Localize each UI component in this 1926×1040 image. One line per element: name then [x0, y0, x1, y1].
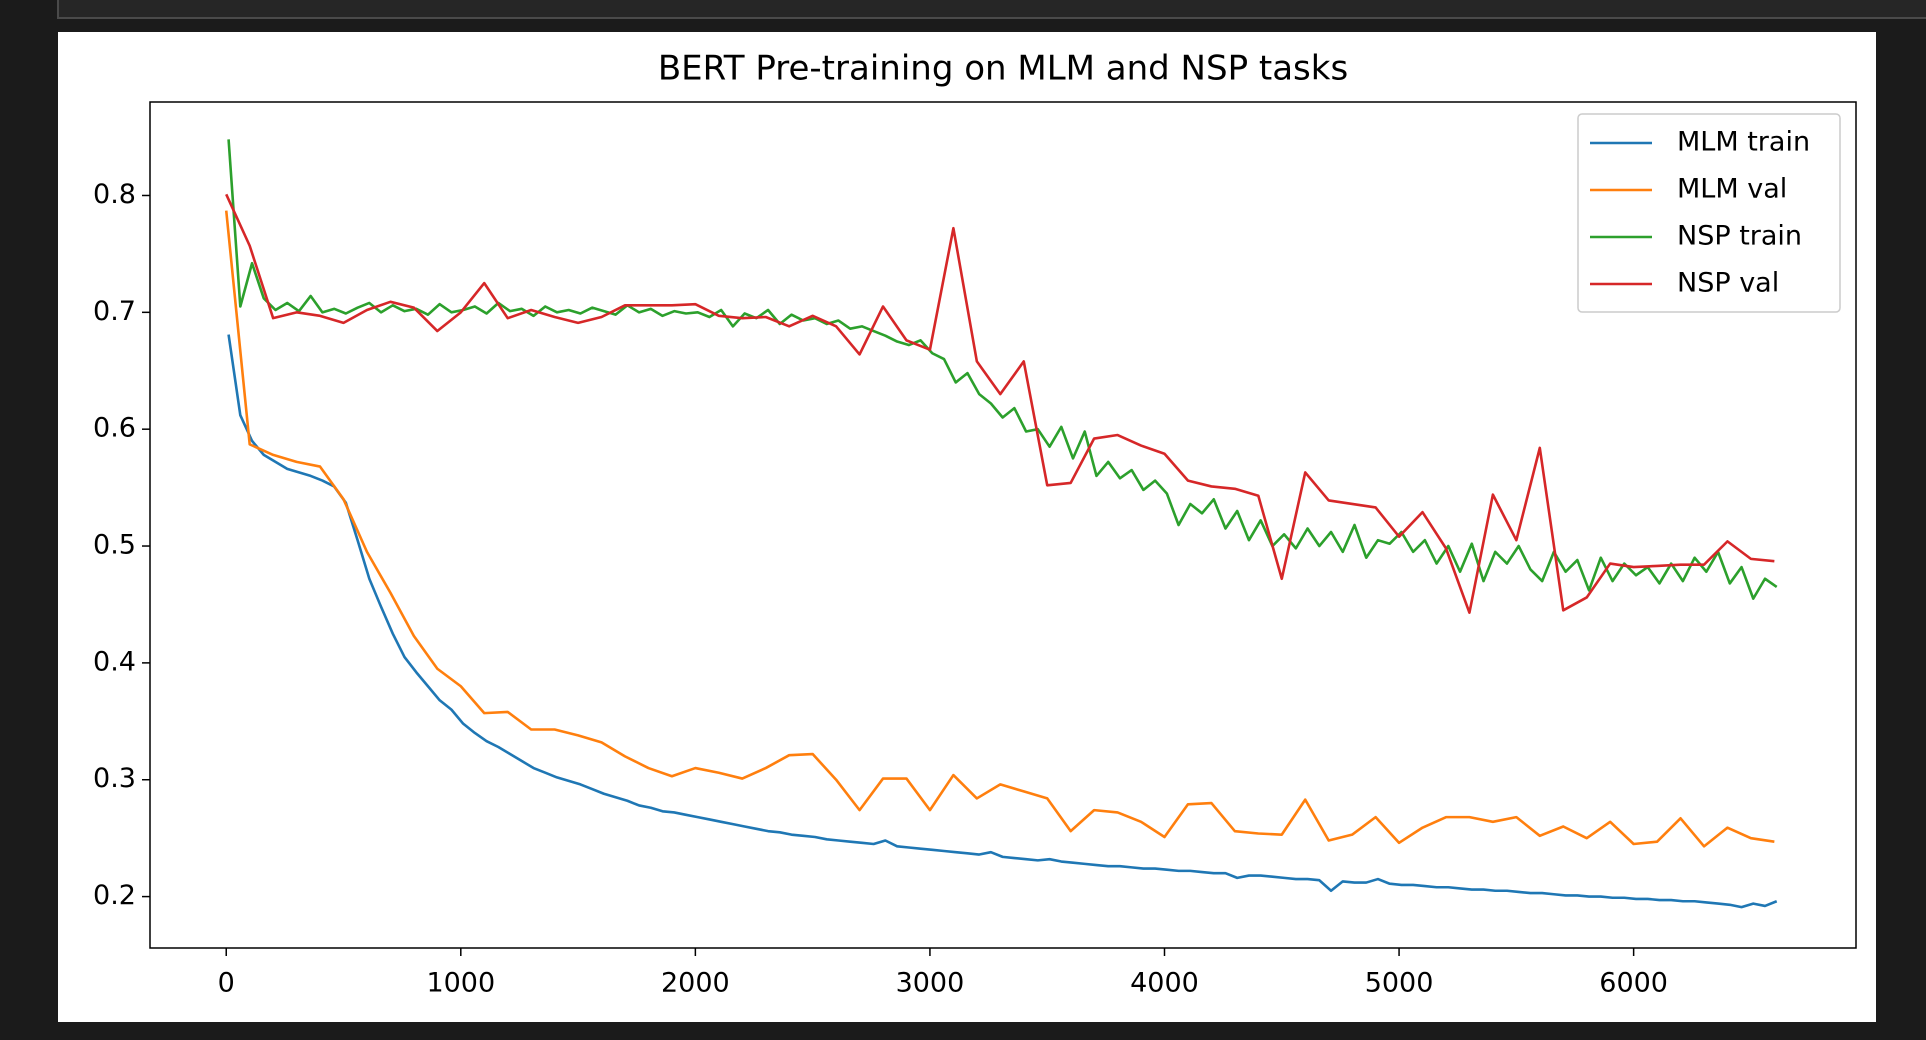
legend-label: MLM train: [1677, 127, 1810, 158]
y-tick-label: 0.6: [93, 413, 136, 444]
x-tick-label: 1000: [426, 968, 495, 999]
legend-label: NSP train: [1677, 221, 1802, 252]
figure-panel: [58, 32, 1876, 1022]
chart-title: BERT Pre-training on MLM and NSP tasks: [658, 49, 1348, 89]
x-tick-label: 3000: [896, 968, 965, 999]
y-tick-label: 0.2: [93, 880, 136, 911]
x-tick-label: 2000: [661, 968, 730, 999]
series-line: [225, 193, 1775, 614]
legend-box: [1577, 113, 1841, 313]
y-tick-label: 0.3: [93, 763, 136, 794]
plot-area: [224, 139, 1778, 909]
legend-label: MLM val: [1677, 174, 1787, 205]
x-tick-label: 4000: [1130, 968, 1199, 999]
top-bar: [57, 0, 1926, 19]
series-line: [224, 210, 1775, 848]
y-tick-label: 0.8: [93, 179, 136, 210]
y-tick-label: 0.4: [93, 646, 136, 677]
series-line: [227, 139, 1778, 600]
x-tick-label: 5000: [1365, 968, 1434, 999]
axes-frame: [149, 101, 1857, 949]
x-tick-label: 6000: [1599, 968, 1668, 999]
y-tick-label: 0.5: [93, 530, 136, 561]
y-tick-label: 0.7: [93, 296, 136, 327]
x-tick-label: 0: [218, 968, 235, 999]
series-line: [227, 334, 1778, 909]
legend-label: NSP val: [1677, 268, 1779, 299]
